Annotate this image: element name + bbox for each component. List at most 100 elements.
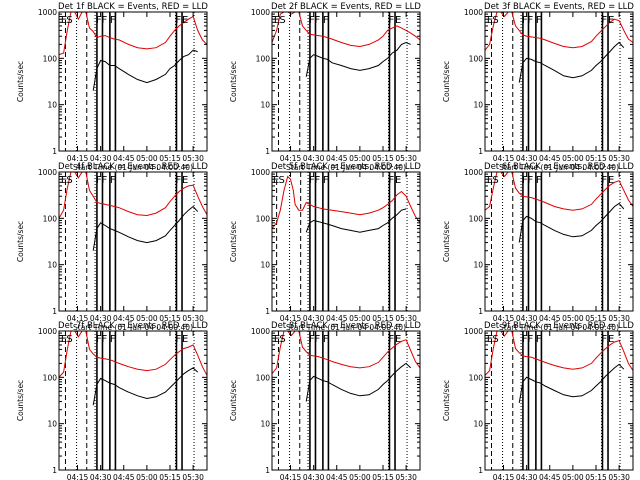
y-tick-label: 10 [47,261,57,270]
x-tick-label: 04:45 [539,154,561,163]
marker-label: F [522,334,528,345]
x-tick-label: 04:30 [90,154,112,163]
y-tick-label: 10 [473,101,483,110]
events-series-line [92,367,199,406]
x-tick-label: 05:15 [159,473,181,480]
y-tick-label: 10 [260,261,270,270]
y-tick-label: 1000 [251,8,270,17]
marker-label: F [309,175,315,186]
marker-label: F [389,334,395,345]
marker-label: F [110,334,116,345]
marker-label: E [182,15,188,26]
y-tick-label: 1000 [38,8,57,17]
x-tick-label: 04:15 [67,314,89,323]
panel-data [272,172,420,311]
marker-label: F [315,175,321,186]
marker-label: E [61,175,67,186]
marker-label: F [315,334,321,345]
x-tick-label: 04:30 [303,154,325,163]
marker-label: F [96,175,102,186]
y-axis-label: Counts/sec [16,380,25,421]
marker-label: E [395,334,401,345]
marker-label: F [528,334,534,345]
x-tick-label: 05:15 [372,314,394,323]
marker-label: F [536,15,542,26]
x-axis-label: Start Time (01-Jun-04 04:00:40) [73,163,193,172]
panel-data [272,12,420,151]
x-tick-label: 05:15 [585,473,607,480]
marker-label: E [182,334,188,345]
plot-frame [484,171,634,312]
x-tick-label: 05:00 [562,314,584,323]
x-tick-label: 04:45 [326,154,348,163]
x-tick-label: 05:00 [136,314,158,323]
x-tick-label: 04:15 [280,473,302,480]
y-tick-label: 100 [469,373,484,382]
panel-data [272,331,420,470]
panel-title: Det 5f BLACK = Events, RED = LLD [271,162,421,172]
events-series-line [305,362,412,402]
x-tick-label: 04:30 [303,314,325,323]
y-axis-label: Counts/sec [442,380,451,421]
panel-data [485,172,633,311]
panel-data [485,331,633,470]
panel-data [485,12,633,151]
x-tick-label: 04:45 [326,473,348,480]
plot-frame [58,171,208,312]
x-tick-label: 04:45 [326,314,348,323]
panel-title: Det 4f BLACK = Events, RED = LLD [58,162,208,172]
x-tick-label: 05:00 [562,473,584,480]
y-tick-label: 100 [43,214,58,223]
marker-label: E [487,175,493,186]
marker-label: E [608,334,614,345]
marker-label: F [315,15,321,26]
marker-label: F [528,175,534,186]
marker-label: F [176,334,182,345]
events-series-line [518,363,625,403]
x-tick-label: 05:30 [182,314,204,323]
marker-label: S [279,334,285,345]
marker-label: F [602,15,608,26]
marker-label: F [522,175,528,186]
y-axis-label: Counts/sec [16,221,25,262]
x-tick-label: 05:30 [395,154,417,163]
marker-label: E [182,175,188,186]
x-tick-label: 05:15 [372,473,394,480]
x-tick-label: 05:15 [585,314,607,323]
y-axis-label: Counts/sec [16,61,25,102]
marker-label: E [274,334,280,345]
panel-title: Det 3f BLACK = Events, RED = LLD [484,2,634,12]
x-tick-label: 04:30 [90,473,112,480]
marker-label: F [102,15,108,26]
x-tick-label: 04:30 [516,473,538,480]
x-tick-label: 04:45 [113,473,135,480]
y-axis-label: Counts/sec [229,61,238,102]
y-tick-label: 100 [469,214,484,223]
marker-label: F [389,15,395,26]
x-tick-label: 04:45 [539,314,561,323]
marker-label: F [102,334,108,345]
x-tick-label: 04:45 [113,154,135,163]
marker-label: F [323,175,329,186]
y-tick-label: 1000 [38,168,57,177]
x-tick-label: 05:30 [182,473,204,480]
x-tick-label: 05:15 [372,154,394,163]
y-tick-label: 1 [265,466,270,475]
marker-label: E [61,15,67,26]
y-tick-label: 100 [469,54,484,63]
marker-label: F [96,15,102,26]
marker-label: F [602,175,608,186]
marker-label: F [309,334,315,345]
y-tick-label: 1 [52,147,57,156]
plot-frame [484,330,634,471]
marker-label: E [274,15,280,26]
x-tick-label: 05:30 [608,473,630,480]
panel-title: Det 7f BLACK = Events, RED = LLD [58,321,208,331]
panel-title: Det 1f BLACK = Events, RED = LLD [58,2,208,12]
y-tick-label: 1000 [251,168,270,177]
